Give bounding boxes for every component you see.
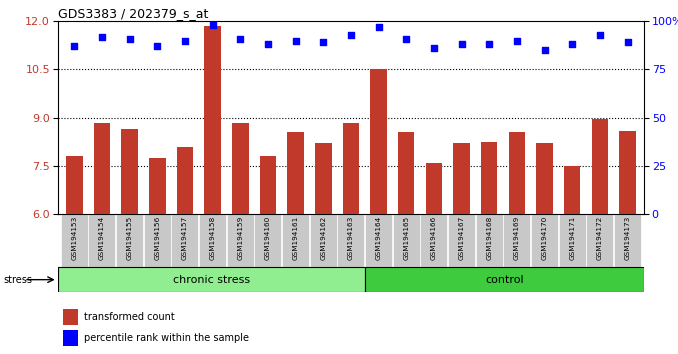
Bar	[260, 156, 276, 214]
Point	[456, 41, 467, 47]
Point	[345, 32, 357, 38]
Bar	[619, 131, 636, 214]
Bar	[287, 132, 304, 214]
Text: GSM194160: GSM194160	[265, 216, 271, 260]
Bar	[536, 143, 553, 214]
Bar	[586, 214, 614, 267]
Point	[511, 38, 522, 44]
Point	[124, 36, 135, 41]
Bar	[226, 214, 254, 267]
Bar	[172, 214, 199, 267]
Point	[207, 22, 218, 28]
Text: GSM194156: GSM194156	[154, 216, 160, 260]
Bar	[365, 214, 392, 267]
Bar	[232, 122, 249, 214]
Bar	[254, 214, 281, 267]
Bar	[310, 214, 337, 267]
Point	[622, 40, 633, 45]
Point	[373, 24, 384, 30]
Text: GSM194165: GSM194165	[403, 216, 410, 260]
Point	[235, 36, 245, 41]
Bar	[121, 129, 138, 214]
Bar	[531, 214, 558, 267]
Bar	[61, 214, 87, 267]
Bar	[420, 214, 447, 267]
Bar	[476, 214, 502, 267]
Text: GSM194163: GSM194163	[348, 216, 354, 260]
Bar	[564, 166, 580, 214]
Text: GSM194159: GSM194159	[237, 216, 243, 260]
Text: GSM194153: GSM194153	[71, 216, 77, 260]
Point	[428, 45, 439, 51]
Bar	[393, 214, 420, 267]
Point	[180, 38, 191, 44]
Point	[262, 41, 273, 47]
Point	[290, 38, 301, 44]
Bar	[453, 143, 470, 214]
Bar	[315, 143, 332, 214]
Text: GSM194162: GSM194162	[320, 216, 326, 260]
Point	[152, 44, 163, 49]
Point	[484, 41, 495, 47]
Bar	[282, 214, 309, 267]
Text: GSM194161: GSM194161	[292, 216, 298, 260]
Bar	[66, 156, 83, 214]
Point	[595, 32, 605, 38]
Bar	[116, 214, 143, 267]
Text: GDS3383 / 202379_s_at: GDS3383 / 202379_s_at	[58, 7, 208, 20]
Text: stress: stress	[3, 275, 33, 285]
Text: GSM194164: GSM194164	[376, 216, 382, 260]
Bar	[64, 309, 78, 325]
Point	[539, 47, 550, 53]
Text: GSM194171: GSM194171	[569, 216, 575, 260]
Text: GSM194168: GSM194168	[486, 216, 492, 260]
Text: GSM194154: GSM194154	[99, 216, 105, 260]
Text: GSM194167: GSM194167	[458, 216, 464, 260]
Bar	[559, 214, 586, 267]
Point	[96, 34, 107, 40]
Bar	[448, 214, 475, 267]
Point	[318, 40, 329, 45]
Bar	[481, 142, 498, 214]
Bar	[370, 69, 387, 214]
Bar	[94, 122, 111, 214]
Text: GSM194169: GSM194169	[514, 216, 520, 260]
Bar	[88, 214, 115, 267]
Text: percentile rank within the sample: percentile rank within the sample	[84, 333, 249, 343]
Point	[567, 41, 578, 47]
Bar	[204, 26, 221, 214]
Bar	[176, 147, 193, 214]
Bar	[508, 132, 525, 214]
Text: GSM194166: GSM194166	[431, 216, 437, 260]
Text: GSM194157: GSM194157	[182, 216, 188, 260]
Bar	[149, 158, 165, 214]
Bar	[342, 122, 359, 214]
Text: chronic stress: chronic stress	[173, 275, 250, 285]
Bar	[338, 214, 364, 267]
Point	[68, 44, 79, 49]
Point	[401, 36, 412, 41]
Text: GSM194170: GSM194170	[542, 216, 548, 260]
Bar	[614, 214, 641, 267]
Bar	[199, 214, 226, 267]
Text: GSM194158: GSM194158	[210, 216, 216, 260]
Text: GSM194172: GSM194172	[597, 216, 603, 260]
Text: control: control	[485, 275, 524, 285]
Bar	[64, 330, 78, 346]
Text: GSM194173: GSM194173	[624, 216, 631, 260]
Bar	[398, 132, 414, 214]
Bar	[365, 267, 644, 292]
Bar	[426, 163, 442, 214]
Bar	[591, 119, 608, 214]
Bar	[144, 214, 171, 267]
Bar	[503, 214, 530, 267]
Bar	[58, 267, 365, 292]
Text: GSM194155: GSM194155	[127, 216, 133, 260]
Text: transformed count: transformed count	[84, 312, 175, 322]
